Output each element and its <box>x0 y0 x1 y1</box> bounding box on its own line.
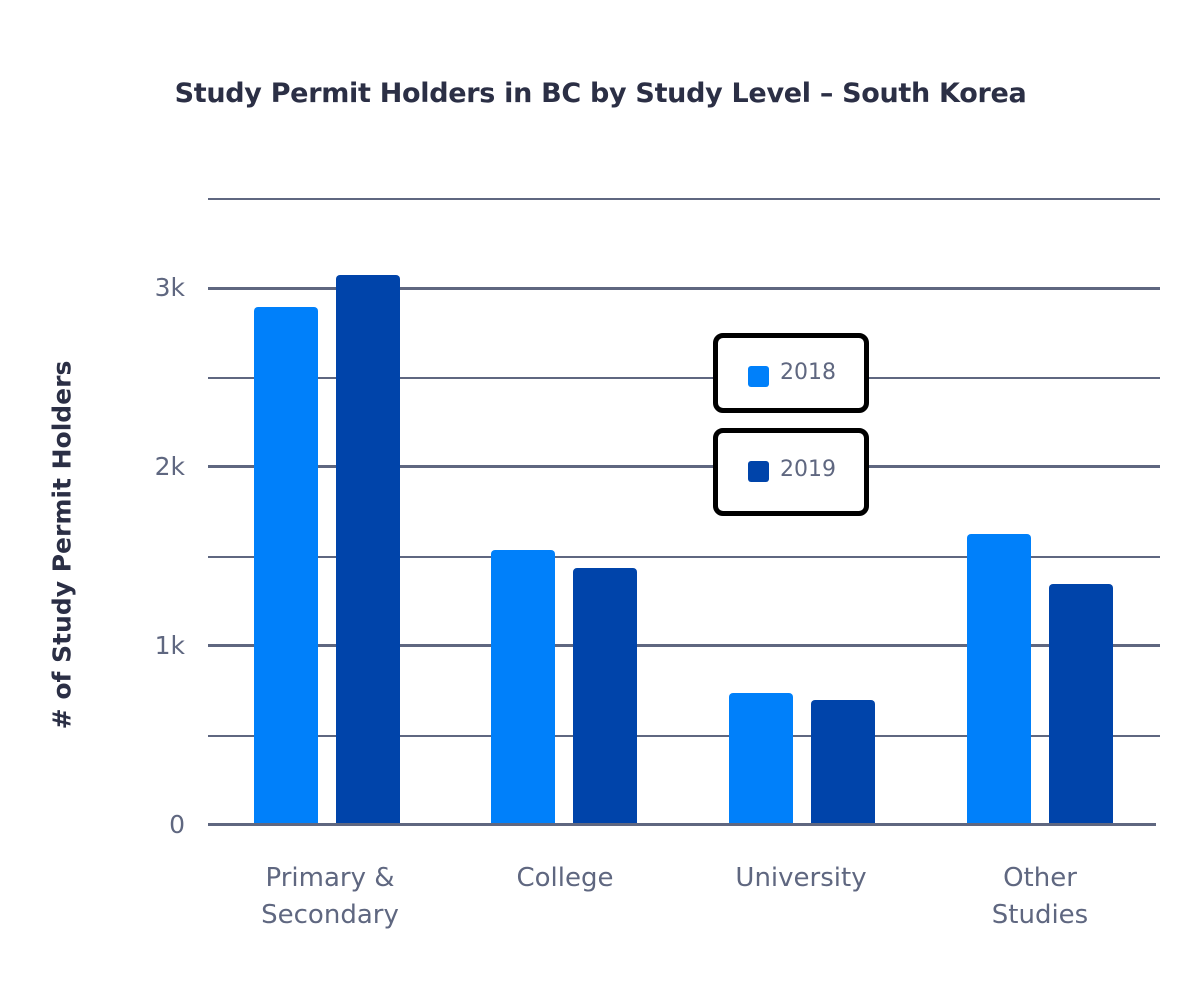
bar-2018-primary-secondary <box>254 306 318 825</box>
x-label-line: Secondary <box>261 900 399 930</box>
gridline-3k <box>208 287 1160 290</box>
x-label-college: College <box>465 860 665 897</box>
legend-swatch-2019-icon <box>748 461 769 482</box>
y-tick-3k: 3k <box>154 273 185 302</box>
x-label-line: Studies <box>991 900 1089 930</box>
legend-label-2019: 2019 <box>780 457 836 482</box>
x-axis-baseline <box>208 823 1156 826</box>
x-label-line: College <box>516 863 614 893</box>
bar-2019-university <box>811 699 875 825</box>
x-label-line: University <box>735 863 867 893</box>
x-label-primary-secondary: Primary & Secondary <box>230 860 430 934</box>
x-label-university: University <box>701 860 901 897</box>
bar-2018-college <box>491 549 555 825</box>
x-label-line: Primary & <box>265 863 395 893</box>
gridline <box>208 198 1160 200</box>
chart-title: Study Permit Holders in BC by Study Leve… <box>174 78 1027 109</box>
bar-2019-primary-secondary <box>336 274 400 825</box>
bar-2018-other-studies <box>967 533 1031 825</box>
gridline-1k <box>208 644 1160 647</box>
gridline <box>208 556 1160 558</box>
y-tick-0: 0 <box>169 810 185 839</box>
legend-item-2018[interactable]: 2018 <box>713 333 869 413</box>
legend-item-2019[interactable]: 2019 <box>713 428 869 516</box>
bar-2018-university <box>729 692 793 825</box>
gridline <box>208 377 1160 379</box>
gridline-2k <box>208 465 1160 468</box>
gridline <box>208 735 1160 737</box>
bar-2019-college <box>573 567 637 825</box>
legend-swatch-2018-icon <box>748 366 769 387</box>
x-label-line: Other <box>1003 863 1077 893</box>
legend-label-2018: 2018 <box>780 360 836 385</box>
y-tick-2k: 2k <box>154 452 185 481</box>
x-label-other-studies: Other Studies <box>940 860 1140 934</box>
bar-2019-other-studies <box>1049 583 1113 825</box>
y-axis-label: # of Study Permit Holders <box>47 360 77 730</box>
y-tick-1k: 1k <box>154 631 185 660</box>
